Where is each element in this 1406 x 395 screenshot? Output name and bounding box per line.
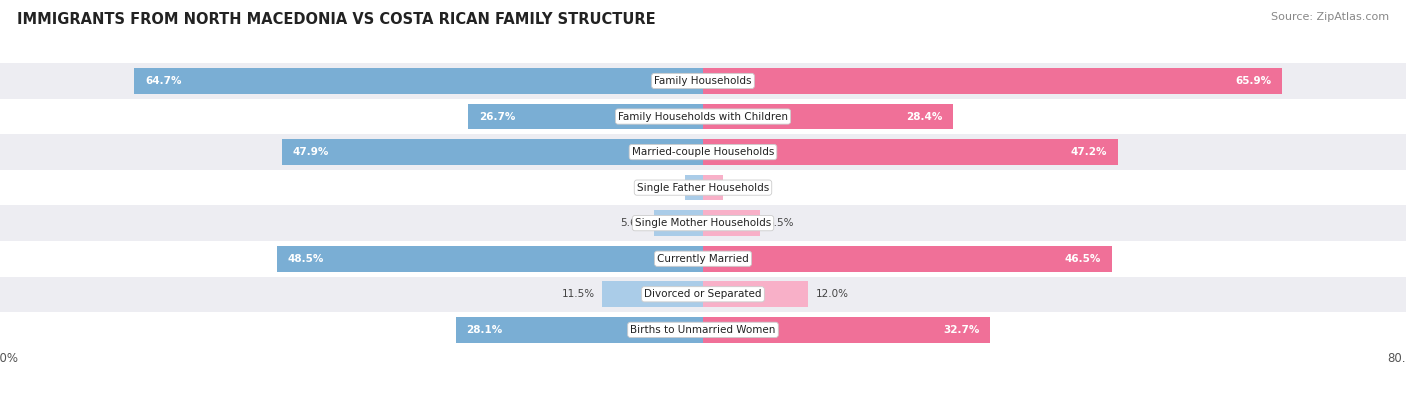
Bar [0, 170, 1406, 205]
Text: Single Father Households: Single Father Households [637, 182, 769, 193]
Text: 47.2%: 47.2% [1071, 147, 1108, 157]
Text: 28.4%: 28.4% [905, 111, 942, 122]
Bar [468, 104, 703, 129]
Bar [0, 241, 1406, 276]
Text: Currently Married: Currently Married [657, 254, 749, 264]
Bar [602, 282, 703, 307]
Bar [654, 211, 703, 236]
Text: 2.3%: 2.3% [730, 182, 756, 193]
Text: Married-couple Households: Married-couple Households [631, 147, 775, 157]
Text: 64.7%: 64.7% [145, 76, 181, 86]
Text: 32.7%: 32.7% [943, 325, 980, 335]
Bar [0, 99, 1406, 134]
Bar [686, 175, 703, 200]
Bar [703, 139, 1118, 165]
Bar [283, 139, 703, 165]
Text: 5.6%: 5.6% [620, 218, 647, 228]
Text: 48.5%: 48.5% [287, 254, 323, 264]
Bar [0, 63, 1406, 99]
Bar [703, 282, 808, 307]
Legend: Immigrants from North Macedonia, Costa Rican: Immigrants from North Macedonia, Costa R… [531, 391, 875, 395]
Bar [277, 246, 703, 271]
Bar [703, 211, 761, 236]
Text: Births to Unmarried Women: Births to Unmarried Women [630, 325, 776, 335]
Text: Family Households: Family Households [654, 76, 752, 86]
Bar [135, 68, 703, 94]
Bar [0, 205, 1406, 241]
Text: 47.9%: 47.9% [292, 147, 329, 157]
Bar [0, 276, 1406, 312]
Text: 6.5%: 6.5% [768, 218, 793, 228]
Bar [703, 317, 990, 342]
Text: 46.5%: 46.5% [1064, 254, 1101, 264]
Bar [703, 175, 723, 200]
Text: 12.0%: 12.0% [815, 289, 848, 299]
Bar [0, 134, 1406, 170]
Bar [456, 317, 703, 342]
Text: 26.7%: 26.7% [479, 111, 515, 122]
Text: 65.9%: 65.9% [1236, 76, 1271, 86]
Text: 11.5%: 11.5% [562, 289, 595, 299]
Text: Divorced or Separated: Divorced or Separated [644, 289, 762, 299]
Text: Family Households with Children: Family Households with Children [619, 111, 787, 122]
Bar [703, 104, 953, 129]
Bar [703, 68, 1282, 94]
Text: 2.0%: 2.0% [652, 182, 678, 193]
Bar [703, 246, 1112, 271]
Text: Source: ZipAtlas.com: Source: ZipAtlas.com [1271, 12, 1389, 22]
Bar [0, 312, 1406, 348]
Text: 28.1%: 28.1% [467, 325, 503, 335]
Text: IMMIGRANTS FROM NORTH MACEDONIA VS COSTA RICAN FAMILY STRUCTURE: IMMIGRANTS FROM NORTH MACEDONIA VS COSTA… [17, 12, 655, 27]
Text: Single Mother Households: Single Mother Households [636, 218, 770, 228]
